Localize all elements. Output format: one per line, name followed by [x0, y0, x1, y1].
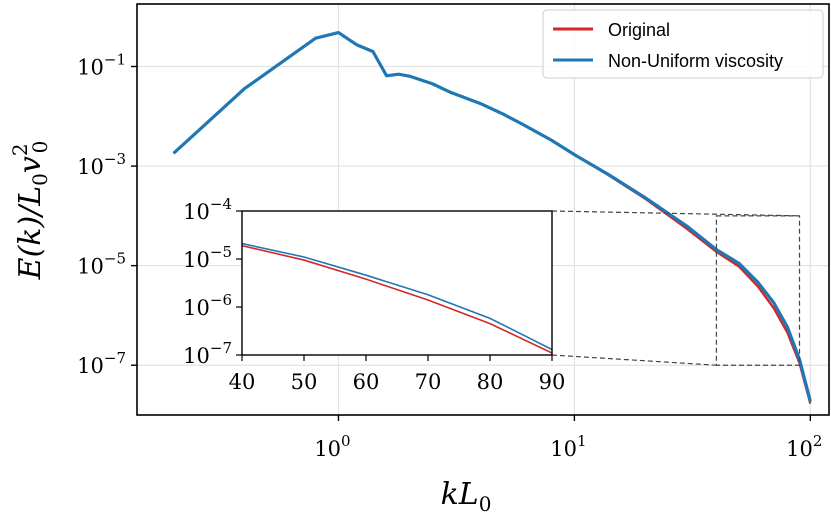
zoom-indicator [551, 210, 801, 366]
axes-frame [136, 3, 830, 416]
inset-y-tick-label: 10−5 [183, 243, 232, 272]
x-axis-label: kL0 [441, 477, 492, 514]
y-axis-label: E(k)/L0v20 [8, 141, 52, 281]
zoom-connector-bottom [551, 354, 717, 366]
y-tick-label: 10−7 [77, 349, 126, 378]
y-tick-label: 10−5 [77, 250, 126, 279]
inset-series-line-1 [242, 242, 552, 351]
main-series [172, 30, 812, 404]
inset-x-tick-label: 80 [477, 370, 504, 394]
y-tick-label: 10−1 [77, 50, 126, 79]
inset-ticks: 40 50 60 70 80 90 10−4 10−5 10−6 10−7 [183, 195, 565, 394]
inset-series-line-0 [242, 244, 552, 354]
series-line-1 [172, 30, 812, 402]
zoom-connector-top [551, 210, 800, 217]
x-tick-label: 102 [786, 432, 822, 461]
x-tick-label: 100 [314, 432, 350, 461]
legend: Original Non-Uniform viscosity [542, 9, 824, 79]
inset-x-tick-label: 40 [229, 370, 256, 394]
inset-x-tick-label: 70 [415, 370, 442, 394]
inset-background [242, 211, 552, 355]
legend-label-original: Original [608, 20, 670, 40]
main-ticks: 100 101 102 10−1 10−3 10−5 10−7 [77, 50, 822, 461]
zoom-rectangle [715, 215, 801, 366]
inset-frame [241, 210, 553, 356]
inset-series [242, 242, 552, 354]
legend-label-non-uniform-viscosity: Non-Uniform viscosity [608, 51, 783, 71]
inset-x-tick-label: 60 [353, 370, 380, 394]
inset-y-tick-label: 10−6 [183, 291, 232, 320]
inset-x-tick-label: 50 [291, 370, 318, 394]
inset-x-tick-label: 90 [539, 370, 566, 394]
x-tick-label: 101 [550, 432, 586, 461]
inset-y-tick-label: 10−7 [183, 339, 232, 368]
inset-y-tick-label: 10−4 [183, 195, 232, 224]
legend-box [542, 9, 824, 79]
y-tick-label: 10−3 [77, 150, 126, 179]
